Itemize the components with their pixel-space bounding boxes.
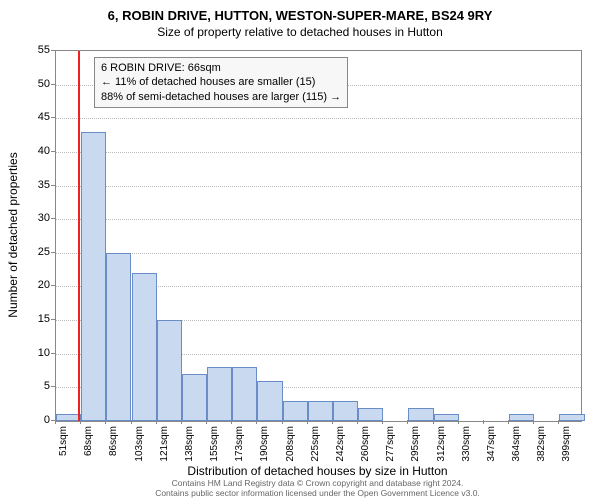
histogram-bar <box>232 367 257 421</box>
gridline <box>56 152 581 153</box>
histogram-bar <box>207 367 232 421</box>
gridline <box>56 118 581 119</box>
y-tick-label: 40 <box>25 145 50 157</box>
x-axis-label: Distribution of detached houses by size … <box>55 464 580 478</box>
y-tick-label: 30 <box>25 212 50 224</box>
histogram-bar <box>434 414 459 421</box>
histogram-bar <box>559 414 584 421</box>
y-tick-label: 20 <box>25 279 50 291</box>
gridline <box>56 219 581 220</box>
y-tick-label: 15 <box>25 313 50 325</box>
chart-subtitle: Size of property relative to detached ho… <box>0 23 600 39</box>
histogram-bar <box>358 408 383 421</box>
x-tick-label: 138sqm <box>184 426 195 462</box>
histogram-bar <box>106 253 131 421</box>
histogram-bar <box>333 401 358 421</box>
x-tick-label: 260sqm <box>360 426 371 462</box>
x-tick-label: 190sqm <box>259 426 270 462</box>
x-tick-label: 347sqm <box>486 426 497 462</box>
plot-area: 6 ROBIN DRIVE: 66sqm ← 11% of detached h… <box>55 50 582 422</box>
histogram-bar <box>257 381 282 421</box>
x-tick-label: 382sqm <box>536 426 547 462</box>
x-tick-label: 364sqm <box>511 426 522 462</box>
x-tick-label: 399sqm <box>561 426 572 462</box>
annotation-line-3: 88% of semi-detached houses are larger (… <box>101 90 341 104</box>
histogram-bar <box>308 401 333 421</box>
histogram-bar <box>157 320 182 421</box>
x-tick-label: 208sqm <box>285 426 296 462</box>
footer-line-2: Contains public sector information licen… <box>55 489 580 498</box>
x-tick-label: 86sqm <box>108 426 119 456</box>
histogram-bar <box>509 414 534 421</box>
histogram-bar <box>283 401 308 421</box>
x-tick-label: 277sqm <box>385 426 396 462</box>
x-tick-label: 242sqm <box>335 426 346 462</box>
property-marker-line <box>78 51 80 421</box>
x-tick-label: 68sqm <box>83 426 94 456</box>
x-tick-label: 51sqm <box>58 426 69 456</box>
y-tick-label: 45 <box>25 111 50 123</box>
x-tick-label: 121sqm <box>159 426 170 462</box>
chart-title: 6, ROBIN DRIVE, HUTTON, WESTON-SUPER-MAR… <box>0 0 600 23</box>
histogram-bar <box>408 408 433 421</box>
y-tick-label: 25 <box>25 246 50 258</box>
x-tick-label: 295sqm <box>410 426 421 462</box>
y-tick-label: 50 <box>25 78 50 90</box>
footer-attribution: Contains HM Land Registry data © Crown c… <box>55 479 580 498</box>
x-tick-label: 312sqm <box>436 426 447 462</box>
x-tick-label: 173sqm <box>234 426 245 462</box>
x-tick-label: 103sqm <box>134 426 145 462</box>
y-tick-label: 10 <box>25 347 50 359</box>
annotation-line-2: ← 11% of detached houses are smaller (15… <box>101 75 341 89</box>
annotation-line-1: 6 ROBIN DRIVE: 66sqm <box>101 61 341 75</box>
x-tick-label: 155sqm <box>209 426 220 462</box>
chart-container: 6, ROBIN DRIVE, HUTTON, WESTON-SUPER-MAR… <box>0 0 600 500</box>
annotation-box: 6 ROBIN DRIVE: 66sqm ← 11% of detached h… <box>94 57 348 108</box>
gridline <box>56 186 581 187</box>
histogram-bar <box>132 273 157 421</box>
gridline <box>56 253 581 254</box>
y-tick-label: 35 <box>25 179 50 191</box>
x-tick-label: 225sqm <box>310 426 321 462</box>
x-tick-label: 330sqm <box>461 426 472 462</box>
y-tick-label: 5 <box>25 380 50 392</box>
y-tick-label: 0 <box>25 414 50 426</box>
y-tick-label: 55 <box>25 44 50 56</box>
histogram-bar <box>81 132 106 421</box>
histogram-bar <box>182 374 207 421</box>
